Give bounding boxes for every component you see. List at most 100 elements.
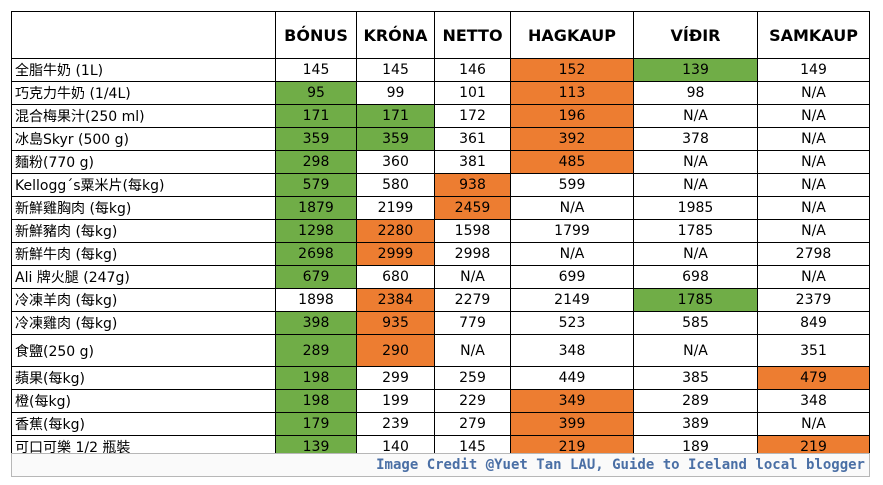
table-body: 全脂牛奶 (1L) 145 145 146 152 139 149 巧克力牛奶 (1/4L) 9… <box>11 58 870 459</box>
price-cell: N/A <box>510 242 634 266</box>
price-cell: N/A <box>434 265 511 289</box>
price-cell: 680 <box>356 265 435 289</box>
item-name-cell: 橙(每kg) <box>11 389 276 413</box>
price-cell: N/A <box>757 196 870 220</box>
table-row: 新鮮雞胸肉 (每kg) 1879 2199 2459 N/A 1985 N/A <box>11 196 870 220</box>
item-name-cell: 麵粉(770 g) <box>11 150 276 174</box>
price-cell: 2698 <box>275 242 357 266</box>
price-cell: 2999 <box>356 242 435 266</box>
price-cell: 359 <box>356 127 435 151</box>
price-cell: N/A <box>757 265 870 289</box>
price-cell: 2459 <box>434 196 511 220</box>
table-row: 冷凍羊肉 (每kg) 1898 2384 2279 2149 1785 2379 <box>11 288 870 312</box>
item-name-cell: 新鮮豬肉 (每kg) <box>11 219 276 243</box>
price-cell: 398 <box>275 311 357 335</box>
table-row: 混合梅果汁(250 ml) 171 171 172 196 N/A N/A <box>11 104 870 128</box>
header-cell-item <box>11 11 276 59</box>
price-cell: 2379 <box>757 288 870 312</box>
item-name-cell: Kellogg´s粟米片(每kg) <box>11 173 276 197</box>
price-cell: N/A <box>510 196 634 220</box>
header-cell-vidir: VÍÐIR <box>633 11 758 59</box>
price-cell: 359 <box>275 127 357 151</box>
item-name-cell: 蘋果(每kg) <box>11 366 276 390</box>
item-name-cell: 冷凍雞肉 (每kg) <box>11 311 276 335</box>
price-cell: 381 <box>434 150 511 174</box>
price-cell: 699 <box>510 265 634 289</box>
price-cell: 579 <box>275 173 357 197</box>
price-cell: 935 <box>356 311 435 335</box>
price-cell: 113 <box>510 81 634 105</box>
table-row: 橙(每kg) 198 199 229 349 289 348 <box>11 389 870 413</box>
price-cell: 239 <box>356 412 435 436</box>
table-row: 食鹽(250 g) 289 290 N/A 348 N/A 351 <box>11 334 870 367</box>
price-cell: N/A <box>757 104 870 128</box>
price-cell: 145 <box>275 58 357 82</box>
price-cell: 289 <box>633 389 758 413</box>
price-cell: 392 <box>510 127 634 151</box>
price-cell: 1785 <box>633 288 758 312</box>
price-cell: 399 <box>510 412 634 436</box>
item-name-cell: 冰島Skyr (500 g) <box>11 127 276 151</box>
price-cell: 349 <box>510 389 634 413</box>
price-cell: N/A <box>633 242 758 266</box>
price-cell: 171 <box>275 104 357 128</box>
table-row: 香蕉(每kg) 179 239 279 399 389 N/A <box>11 412 870 436</box>
item-name-cell: 混合梅果汁(250 ml) <box>11 104 276 128</box>
price-cell: 779 <box>434 311 511 335</box>
price-cell: 1298 <box>275 219 357 243</box>
item-name-cell: 巧克力牛奶 (1/4L) <box>11 81 276 105</box>
table-row: 新鮮豬肉 (每kg) 1298 2280 1598 1799 1785 N/A <box>11 219 870 243</box>
item-name-cell: 新鮮雞胸肉 (每kg) <box>11 196 276 220</box>
price-cell: N/A <box>757 150 870 174</box>
price-cell: 2384 <box>356 288 435 312</box>
price-cell: 95 <box>275 81 357 105</box>
price-cell: 698 <box>633 265 758 289</box>
price-cell: 179 <box>275 412 357 436</box>
item-name-cell: 香蕉(每kg) <box>11 412 276 436</box>
price-cell: N/A <box>633 104 758 128</box>
price-cell: 196 <box>510 104 634 128</box>
price-cell: 171 <box>356 104 435 128</box>
price-cell: 479 <box>757 366 870 390</box>
price-cell: 389 <box>633 412 758 436</box>
price-comparison-table: BÓNUS KRÓNA NETTO HAGKAUP VÍÐIR SAMKAUP … <box>11 11 870 459</box>
price-cell: 299 <box>356 366 435 390</box>
price-cell: 599 <box>510 173 634 197</box>
price-cell: 351 <box>757 334 870 367</box>
table-row: 新鮮牛肉 (每kg) 2698 2999 2998 N/A N/A 2798 <box>11 242 870 266</box>
price-cell: 290 <box>356 334 435 367</box>
price-cell: N/A <box>757 219 870 243</box>
price-cell: 1879 <box>275 196 357 220</box>
price-cell: 348 <box>510 334 634 367</box>
price-cell: 152 <box>510 58 634 82</box>
price-cell: N/A <box>757 81 870 105</box>
item-name-cell: 冷凍羊肉 (每kg) <box>11 288 276 312</box>
price-cell: N/A <box>757 412 870 436</box>
header-cell-bonus: BÓNUS <box>275 11 357 59</box>
price-cell: 149 <box>757 58 870 82</box>
price-cell: 1785 <box>633 219 758 243</box>
price-cell: 679 <box>275 265 357 289</box>
price-cell: N/A <box>633 334 758 367</box>
item-name-cell: 全脂牛奶 (1L) <box>11 58 276 82</box>
price-cell: 1799 <box>510 219 634 243</box>
table-row: 麵粉(770 g) 298 360 381 485 N/A N/A <box>11 150 870 174</box>
price-comparison-table-container: BÓNUS KRÓNA NETTO HAGKAUP VÍÐIR SAMKAUP … <box>11 11 870 459</box>
header-row: BÓNUS KRÓNA NETTO HAGKAUP VÍÐIR SAMKAUP <box>11 11 870 59</box>
table-row: 冰島Skyr (500 g) 359 359 361 392 378 N/A <box>11 127 870 151</box>
table-row: 全脂牛奶 (1L) 145 145 146 152 139 149 <box>11 58 870 82</box>
image-credit: Image Credit @Yuet Tan LAU, Guide to Ice… <box>11 453 870 477</box>
price-cell: 259 <box>434 366 511 390</box>
price-cell: 2280 <box>356 219 435 243</box>
price-cell: N/A <box>757 127 870 151</box>
price-cell: 849 <box>757 311 870 335</box>
price-cell: N/A <box>633 150 758 174</box>
table-row: 巧克力牛奶 (1/4L) 95 99 101 113 98 N/A <box>11 81 870 105</box>
header-cell-krona: KRÓNA <box>356 11 435 59</box>
price-cell: 378 <box>633 127 758 151</box>
price-cell: 229 <box>434 389 511 413</box>
price-cell: 279 <box>434 412 511 436</box>
price-cell: 289 <box>275 334 357 367</box>
price-cell: 172 <box>434 104 511 128</box>
price-cell: 385 <box>633 366 758 390</box>
